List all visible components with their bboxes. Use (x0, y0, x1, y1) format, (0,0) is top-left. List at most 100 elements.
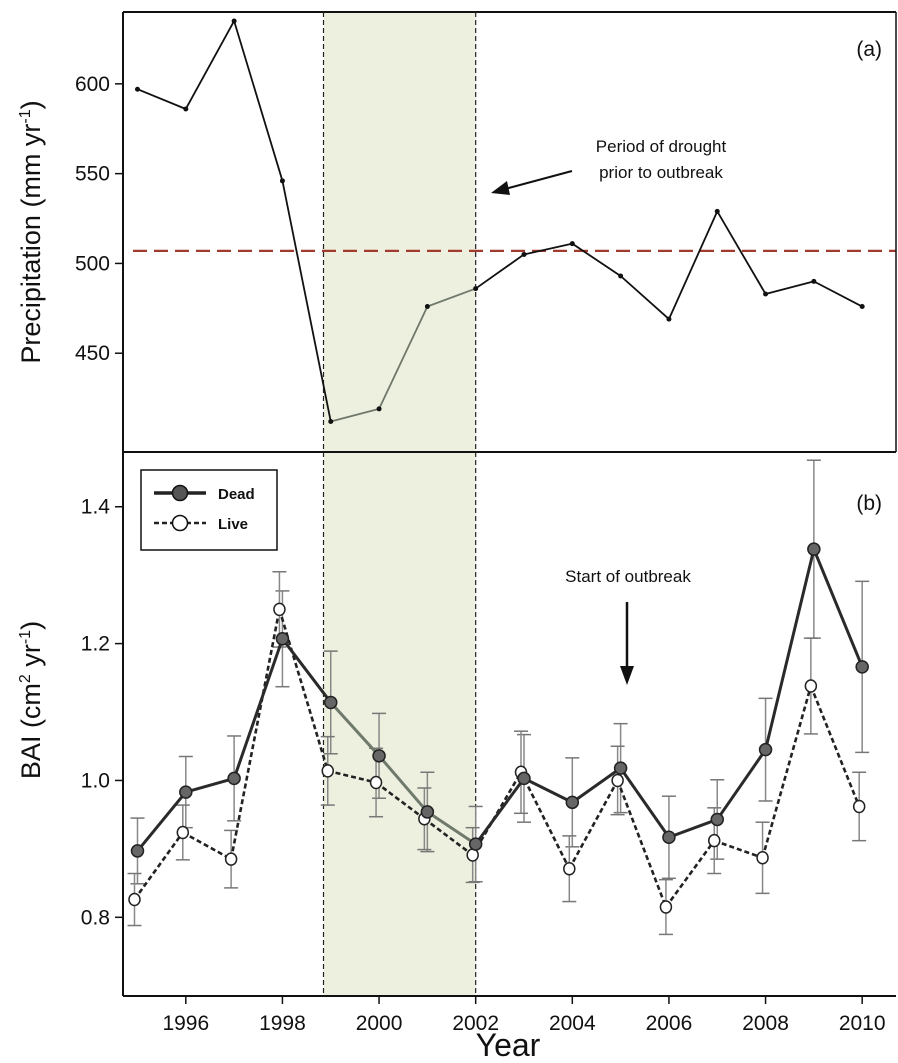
precipitation-segment (765, 280, 815, 295)
x-tick-label: 2004 (549, 1012, 596, 1035)
live-point (756, 851, 769, 865)
axes-frames (122, 11, 897, 997)
live-point (224, 852, 238, 866)
x-tick-label: 2006 (646, 1012, 693, 1035)
drought-shade (323, 12, 476, 996)
precipitation-point (569, 241, 575, 247)
live-point (321, 764, 334, 778)
precipitation-point (279, 178, 285, 184)
x-tick-label: 1998 (259, 1012, 306, 1035)
dead-segment (619, 767, 671, 839)
dead-segment (523, 777, 573, 804)
dead-segment (474, 777, 526, 845)
precipitation-segment (571, 242, 622, 277)
precipitation-segment (427, 287, 476, 308)
dead-point (227, 771, 241, 786)
drought-period-shading (323, 12, 476, 996)
precipitation-point (618, 273, 624, 279)
precipitation-segment (185, 20, 235, 110)
dead-point (807, 542, 821, 556)
dead-point (468, 837, 483, 851)
precipitation-point (763, 291, 769, 297)
precipitation-point (183, 106, 189, 112)
live-point (707, 833, 721, 848)
precipitation-point (521, 251, 527, 257)
dead-segment (571, 766, 622, 804)
dead-point (758, 742, 773, 757)
dead-segment (668, 818, 718, 839)
precipitation-segment (620, 275, 670, 320)
live-segment (133, 831, 184, 901)
live-point (128, 892, 141, 907)
panel-a-y-tick-label: 550 (75, 163, 110, 186)
precipitation-segment (281, 180, 332, 422)
dead-point (130, 844, 145, 858)
drought-annotation-arrowhead (491, 181, 510, 195)
dead-segment (426, 810, 477, 846)
live-point (804, 679, 818, 693)
x-tick-label: 2000 (356, 1012, 403, 1035)
live-point (852, 799, 866, 814)
dead-point (662, 830, 676, 844)
legend: Dead Live (140, 469, 278, 551)
live-segment (616, 779, 668, 908)
panel-b-y-tick-label: 1.2 (81, 633, 110, 656)
x-tick-label: 1996 (162, 1012, 209, 1035)
panel-b-y-tick-label: 1.0 (81, 769, 110, 792)
precipitation-segment (233, 20, 284, 182)
dead-point (855, 660, 869, 674)
x-axis-title: Year (476, 1027, 541, 1063)
panel-b-y-ticks: 0.8 1.0 1.2 1.4 (81, 496, 123, 929)
live-segment (809, 685, 861, 807)
x-tick-label: 2010 (839, 1012, 886, 1035)
live-point (563, 861, 576, 876)
live-segment (568, 779, 619, 870)
precipitation-segment (523, 242, 573, 256)
dead-segment (716, 748, 767, 821)
live-segment (327, 769, 377, 784)
live-segment (229, 609, 281, 860)
legend-box (140, 469, 278, 551)
precipitation-point (376, 406, 382, 412)
dead-point (565, 795, 580, 810)
precipitation-segment (137, 88, 187, 110)
dead-point (420, 805, 435, 819)
panel-a-y-axis-title: Precipitation (mm yr-1) (16, 100, 46, 363)
precipitation-segment (716, 210, 767, 295)
drought-annotation-line-2: prior to outbreak (599, 163, 723, 182)
live-point (176, 825, 190, 840)
panel-a-tag: (a) (856, 38, 882, 61)
dead-segment (764, 548, 816, 751)
precipitation-point (666, 316, 672, 322)
precipitation-segment (330, 408, 380, 423)
precipitation-point (328, 418, 334, 424)
live-segment (182, 831, 232, 861)
live-point (466, 848, 479, 862)
dead-segment (232, 638, 284, 779)
live-point (611, 773, 624, 788)
precipitation-segment (378, 306, 429, 410)
live-point (273, 602, 286, 617)
live-segment (375, 781, 426, 820)
panel-b-tag: (b) (856, 492, 882, 515)
dead-point (275, 632, 290, 646)
panel-a-y-tick-label: 500 (75, 252, 110, 275)
x-tick-label: 2008 (742, 1012, 789, 1035)
dead-point (710, 812, 724, 827)
panel-a-y-tick-label: 450 (75, 342, 110, 365)
drought-annotation-line-1: Period of drought (596, 137, 727, 156)
precipitation-point (231, 18, 237, 24)
precipitation-point (859, 304, 865, 310)
precipitation-point (473, 286, 479, 292)
dead-segment (377, 754, 429, 813)
drought-annotation-arrow (504, 170, 573, 190)
panel-a-y-ticks: 450 500 550 600 (75, 73, 123, 365)
live-segment (713, 839, 763, 860)
live-point (659, 900, 673, 914)
dead-segment (329, 701, 381, 757)
series-markers (128, 18, 869, 914)
precipitation-point (424, 304, 430, 310)
panel-b-y-tick-label: 1.4 (81, 496, 111, 519)
live-point (369, 775, 383, 790)
outbreak-arrowhead (620, 666, 634, 685)
